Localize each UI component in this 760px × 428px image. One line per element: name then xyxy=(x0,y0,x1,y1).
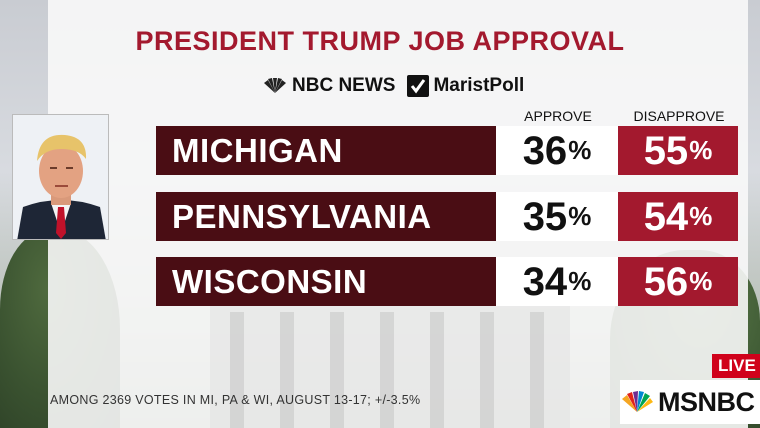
percent-sign: % xyxy=(568,266,592,296)
marist-poll-label: MaristPoll xyxy=(433,75,525,96)
disapprove-number: 56 xyxy=(643,259,689,304)
approve-number: 34 xyxy=(522,259,568,304)
percent-sign: % xyxy=(568,135,592,165)
percent-sign: % xyxy=(689,135,713,165)
nbc-peacock-icon xyxy=(264,78,286,93)
disapprove-number: 55 xyxy=(643,128,689,173)
approve-number: 36 xyxy=(522,128,568,173)
building-column xyxy=(230,312,244,428)
disapprove-column-header: DISAPPROVE xyxy=(633,108,725,124)
approve-value: 34% xyxy=(496,257,618,306)
building-column xyxy=(480,312,494,428)
results-row-wisconsin: WISCONSIN 34% 56% xyxy=(156,257,738,306)
results-row-michigan: MICHIGAN 36% 55% xyxy=(156,126,738,175)
building-column xyxy=(380,312,394,428)
building-column xyxy=(280,312,294,428)
check-icon xyxy=(407,75,430,97)
approve-value: 36% xyxy=(496,126,618,175)
live-badge: LIVE xyxy=(712,354,760,378)
msnbc-peacock-icon xyxy=(622,391,653,412)
state-name: WISCONSIN xyxy=(156,257,496,306)
approve-number: 35 xyxy=(522,194,568,239)
building-column xyxy=(530,312,544,428)
building-column xyxy=(430,312,444,428)
state-name: PENNSYLVANIA xyxy=(156,192,496,241)
portrait-photo xyxy=(12,114,109,240)
approve-column-header: APPROVE xyxy=(524,108,592,124)
network-logo: MSNBC xyxy=(620,380,760,424)
disapprove-value: 56% xyxy=(618,257,738,306)
approve-value: 35% xyxy=(496,192,618,241)
state-name: MICHIGAN xyxy=(156,126,496,175)
disapprove-value: 55% xyxy=(618,126,738,175)
source-brands: NBC NEWS MaristPoll xyxy=(262,73,524,99)
percent-sign: % xyxy=(689,201,713,231)
poll-footnote: AMONG 2369 VOTES IN MI, PA & WI, AUGUST … xyxy=(50,393,421,407)
background-building xyxy=(210,300,570,428)
building-column xyxy=(330,312,344,428)
results-row-pennsylvania: PENNSYLVANIA 35% 54% xyxy=(156,192,738,241)
network-name: MSNBC xyxy=(658,386,755,417)
graphic-title: PRESIDENT TRUMP JOB APPROVAL xyxy=(135,26,625,56)
percent-sign: % xyxy=(689,266,713,296)
percent-sign: % xyxy=(568,201,592,231)
disapprove-value: 54% xyxy=(618,192,738,241)
nbc-news-label: NBC NEWS xyxy=(292,75,396,96)
disapprove-number: 54 xyxy=(643,194,689,239)
